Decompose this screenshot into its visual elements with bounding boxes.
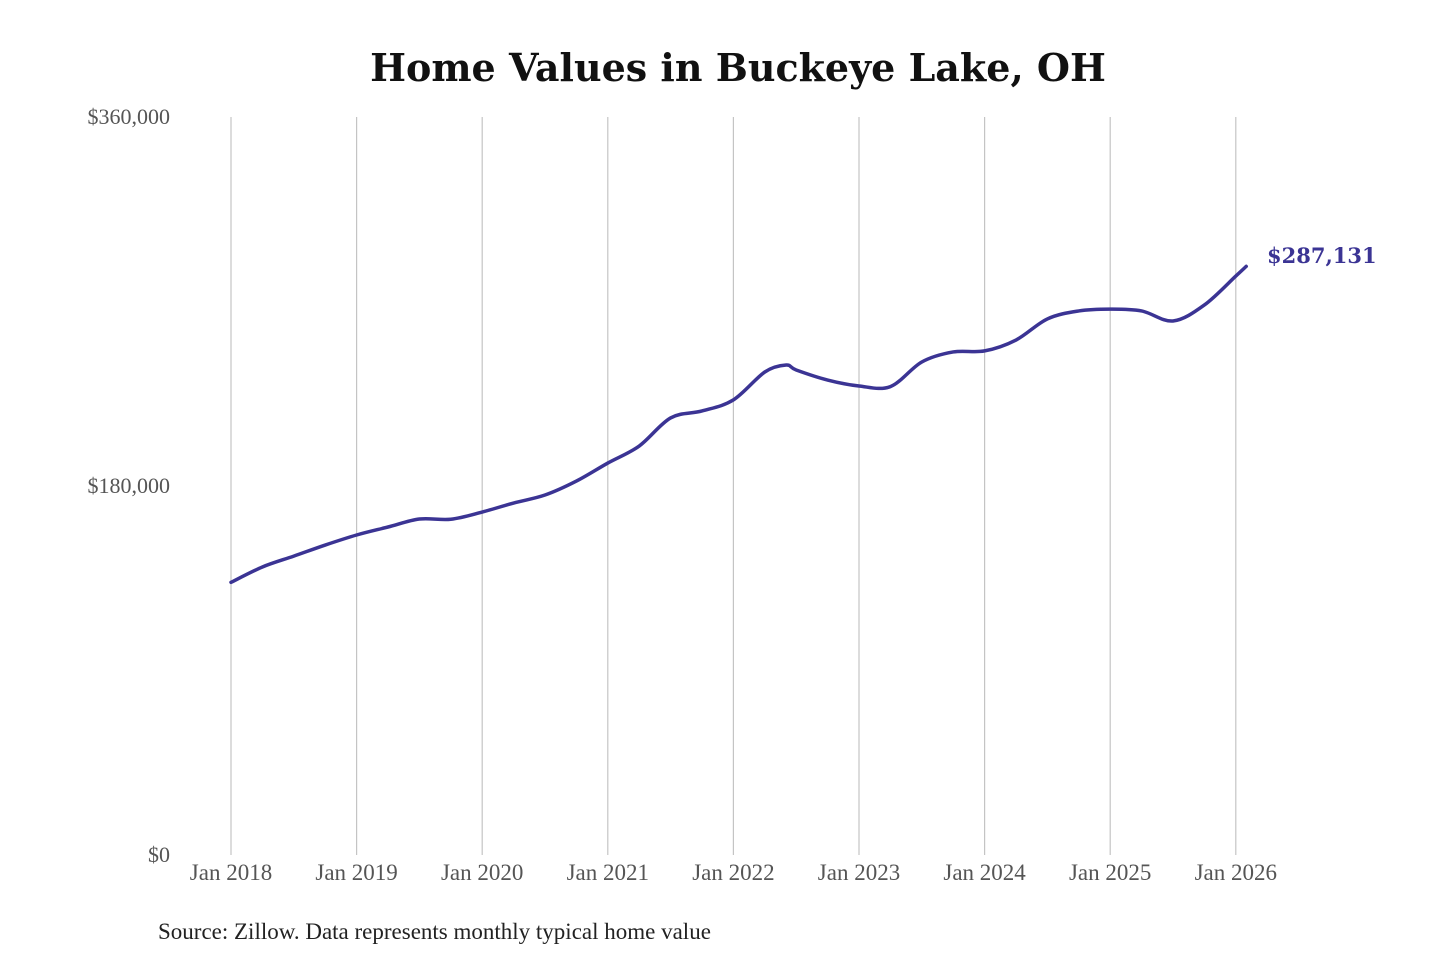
- y-axis: $0 $180,000 $360,000: [88, 104, 171, 867]
- y-tick-label: $180,000: [88, 473, 171, 498]
- x-tick-label: Jan 2020: [441, 860, 523, 885]
- x-tick-label: Jan 2026: [1195, 860, 1277, 885]
- x-tick-label: Jan 2022: [692, 860, 774, 885]
- x-tick-label: Jan 2021: [567, 860, 649, 885]
- x-tick-label: Jan 2023: [818, 860, 900, 885]
- x-tick-label: Jan 2024: [943, 860, 1026, 885]
- end-value-label: $287,131: [1267, 243, 1377, 268]
- series-line-home-value: [229, 264, 1248, 585]
- x-tick-label: Jan 2019: [315, 860, 397, 885]
- chart-title: Home Values in Buckeye Lake, OH: [370, 45, 1106, 90]
- y-tick-label: $360,000: [88, 104, 171, 129]
- y-tick-label: $0: [148, 842, 170, 867]
- source-note: Source: Zillow. Data represents monthly …: [158, 919, 711, 944]
- x-tick-label: Jan 2018: [190, 860, 272, 885]
- x-axis: Jan 2018 Jan 2019 Jan 2020 Jan 2021 Jan 2022…: [190, 860, 1277, 885]
- gridlines: [230, 117, 1237, 855]
- x-tick-label: Jan 2025: [1069, 860, 1151, 885]
